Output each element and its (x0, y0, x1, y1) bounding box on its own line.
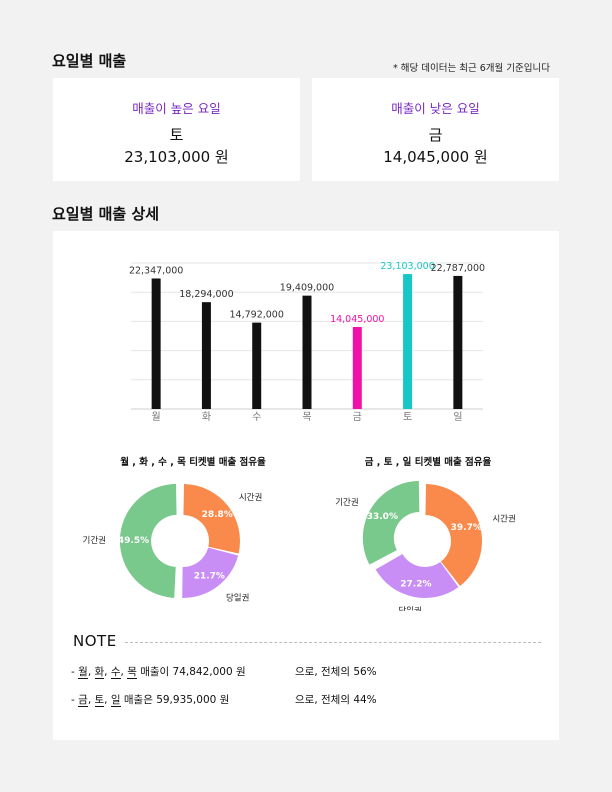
data-period-note: * 해당 데이터는 최근 6개월 기준입니다 (393, 63, 550, 74)
x-tick-label: 목 (302, 411, 311, 423)
lowest-sales-card: 매출이 낮은 요일 금 14,045,000 원 (312, 78, 559, 181)
highest-sales-card: 매출이 높은 요일 토 23,103,000 원 (53, 78, 300, 181)
highest-sales-label: 매출이 높은 요일 (132, 101, 221, 116)
note-day: 월 (78, 666, 88, 679)
x-tick-label: 토 (403, 412, 412, 423)
weekday-ticket-share-title: 월 , 화 , 수 , 목 티켓별 매출 점유율 (120, 457, 266, 468)
donut-percent-label: 27.2% (400, 580, 431, 590)
note-prefix: - (71, 694, 79, 706)
x-tick-label: 월 (152, 411, 161, 423)
lowest-sales-day: 금 (428, 126, 443, 144)
bar (201, 302, 211, 409)
donut-percent-label: 21.7% (194, 572, 225, 582)
donut-percent-label: 33.0% (367, 512, 398, 522)
note-prefix: - (71, 666, 79, 678)
donut-name-label: 시간권 (492, 514, 515, 525)
donut-segment (425, 484, 482, 586)
lowest-sales-label: 매출이 낮은 요일 (391, 101, 480, 116)
bar (403, 274, 413, 409)
donut-percent-label: 39.7% (451, 523, 482, 533)
note-amount: 74,842,000 원 (172, 666, 246, 678)
bar-value-label: 22,347,000 (129, 265, 183, 276)
note-mid-text: 매출이 (136, 666, 173, 678)
note-day: 화 (94, 666, 105, 679)
bar-value-label: 18,294,000 (179, 289, 233, 300)
bar-value-label: 23,103,000 (380, 261, 434, 272)
donut-name-label: 당일권 (398, 605, 421, 611)
donut-segment (183, 484, 240, 554)
lowest-sales-amount: 14,045,000 원 (383, 148, 488, 166)
donut-name-label: 기간권 (335, 497, 358, 508)
weekday-sales-bar-chart: 22,347,000 월 18,294,000 화 14,792,000 수 19,409,… (129, 261, 485, 423)
highest-sales-day: 토 (169, 126, 184, 144)
note-share: 으로, 전체의 56% (295, 666, 377, 678)
donut-name-label: 시간권 (239, 492, 262, 503)
note-share: 으로, 전체의 44% (295, 694, 377, 706)
weekend-ticket-share-donut: 39.7% 시간권 27.2% 당일권 33.0% 기간권 (335, 480, 516, 611)
note-row-weekday: - 월, 화, 수, 목 매출이 74,842,000 원 으로, 전체의 56… (71, 666, 377, 679)
donut-segment (182, 547, 239, 598)
donut-percent-label: 49.5% (118, 536, 149, 546)
bar (453, 275, 463, 409)
sales-detail-panel: 22,347,000 월 18,294,000 화 14,792,000 수 19,409,… (53, 231, 559, 740)
note-divider (125, 642, 541, 643)
donut-segment (119, 483, 177, 598)
section-title-weekday-sales: 요일별 매출 (52, 52, 127, 70)
note-day: 일 (110, 694, 121, 707)
weekday-ticket-share-donut: 28.8% 시간권 21.7% 당일권 49.5% 기간권 (83, 483, 262, 604)
note-heading: NOTE (73, 632, 117, 650)
bar-value-label: 19,409,000 (280, 283, 334, 294)
note-row-weekend: - 금, 토, 일 매출은 59,935,000 원 으로, 전체의 44% (71, 694, 377, 707)
bar-value-label: 22,787,000 (431, 263, 485, 274)
donut-percent-label: 28.8% (202, 510, 233, 520)
bar (352, 326, 362, 409)
x-tick-label: 일 (453, 411, 462, 423)
note-day: 목 (127, 666, 137, 679)
note-mid-text: 매출은 (120, 694, 157, 706)
donut-segment (362, 480, 420, 565)
bar-value-label: 14,045,000 (330, 314, 384, 325)
x-tick-label: 화 (202, 411, 211, 423)
donut-name-label: 기간권 (83, 535, 106, 546)
weekend-ticket-share-title: 금 , 토 , 일 티켓별 매출 점유율 (364, 457, 492, 468)
bar (252, 322, 262, 409)
note-day: 토 (94, 694, 105, 707)
bar (302, 295, 312, 409)
bar-value-label: 14,792,000 (230, 310, 284, 321)
bar (151, 278, 161, 409)
note-amount: 59,935,000 원 (156, 694, 230, 706)
donut-segment (375, 553, 459, 598)
section-title-weekday-detail: 요일별 매출 상세 (52, 205, 160, 223)
highest-sales-amount: 23,103,000 원 (124, 148, 229, 166)
x-tick-label: 수 (252, 411, 261, 423)
note-day: 금 (78, 694, 88, 707)
donut-name-label: 당일권 (226, 593, 249, 604)
x-tick-label: 금 (353, 411, 362, 423)
note-day: 수 (110, 666, 121, 679)
